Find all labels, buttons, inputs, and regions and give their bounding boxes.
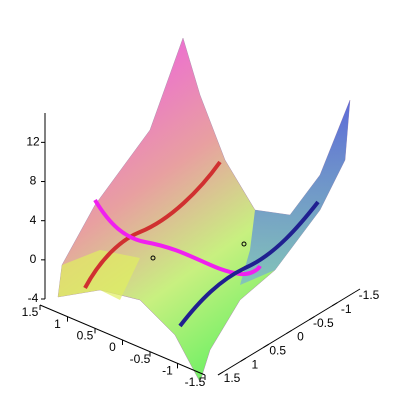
tick-label: 8: [30, 174, 37, 188]
tick-label: -4: [28, 291, 39, 305]
surface: [57, 37, 351, 383]
tick-label: -0.5: [130, 352, 151, 366]
tick-label: -1.5: [185, 375, 206, 389]
tick-label: 1: [251, 357, 258, 371]
tick-label: 0: [30, 252, 37, 266]
tick-label: 1.5: [224, 371, 241, 385]
tick-label: 0: [297, 330, 304, 344]
tick-mark: [263, 343, 269, 348]
point: [150, 255, 156, 261]
curve: [83, 160, 222, 289]
tick-label: -1: [341, 302, 352, 316]
tick-label: -0.5: [313, 316, 334, 330]
tick-label: 1.5: [22, 305, 39, 319]
tick-mark: [286, 330, 292, 334]
tick-label: 1: [54, 317, 61, 331]
curve: [178, 200, 320, 328]
point: [241, 241, 247, 247]
tick-mark: [309, 316, 315, 321]
tick-label: 4: [30, 213, 37, 227]
tick-mark: [331, 302, 338, 307]
tick-label: 0.5: [77, 329, 94, 343]
tick-label: -1: [162, 364, 173, 378]
tick-label: 0.5: [269, 344, 286, 358]
tick-mark: [240, 357, 247, 362]
tick-mark: [217, 371, 224, 376]
tick-label: -1.5: [359, 288, 380, 302]
tick-label: 12: [26, 135, 40, 149]
tick-label: 0: [109, 340, 116, 354]
curve: [93, 198, 262, 277]
tick-mark: [354, 288, 361, 293]
axes: [39, 113, 361, 380]
